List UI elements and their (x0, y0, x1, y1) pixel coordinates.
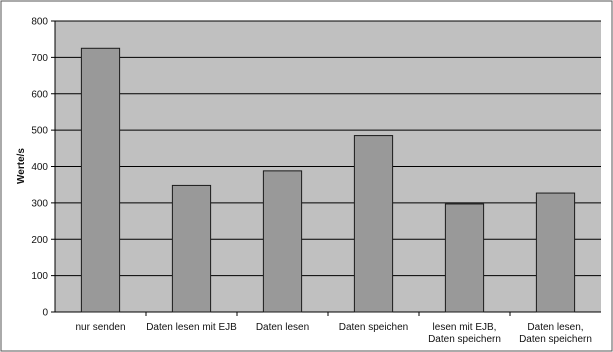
x-tick-label: Daten lesen (256, 322, 309, 333)
bar (80, 47, 121, 313)
x-tick-label-line: Daten speichern (519, 334, 592, 345)
y-tick-label: 200 (31, 235, 48, 246)
x-tick-label-line: Daten speichern (428, 334, 501, 345)
x-tick-label-line: nur senden (75, 322, 125, 333)
x-tick-label-line: Daten speichen (339, 322, 409, 333)
y-tick-label: 100 (31, 271, 48, 282)
y-tick-label: 500 (31, 126, 48, 137)
x-tick-label: Daten speichen (339, 322, 409, 333)
bar (171, 184, 212, 313)
x-tick-label: Daten lesen, Daten speichern (519, 322, 592, 345)
x-tick-label-line: Daten lesen, (527, 322, 583, 333)
y-tick-label: 800 (31, 17, 48, 28)
x-tick-label-line: lesen mit EJB, (433, 322, 497, 333)
y-tick-label: 400 (31, 162, 48, 173)
y-tick-label: 600 (31, 89, 48, 100)
bar (444, 203, 485, 313)
bar (262, 170, 303, 313)
x-tick-label: nur senden (75, 322, 125, 333)
x-tick-label-line: Daten lesen (256, 322, 309, 333)
bar (353, 135, 394, 313)
y-tick-label: 700 (31, 53, 48, 64)
x-tick-label: lesen mit EJB, Daten speichern (428, 322, 501, 345)
plot-area: 0 100 200 300 400 500 600 700 800 nur senden Daten… (31, 17, 601, 345)
y-tick-label: 300 (31, 198, 48, 209)
x-tick-label: Daten lesen mit EJB (146, 322, 237, 333)
bar (535, 192, 576, 313)
y-tick-label: 0 (42, 308, 48, 319)
y-axis-title: Werte/s (16, 148, 27, 184)
x-tick-label-line: Daten lesen mit EJB (146, 322, 237, 333)
